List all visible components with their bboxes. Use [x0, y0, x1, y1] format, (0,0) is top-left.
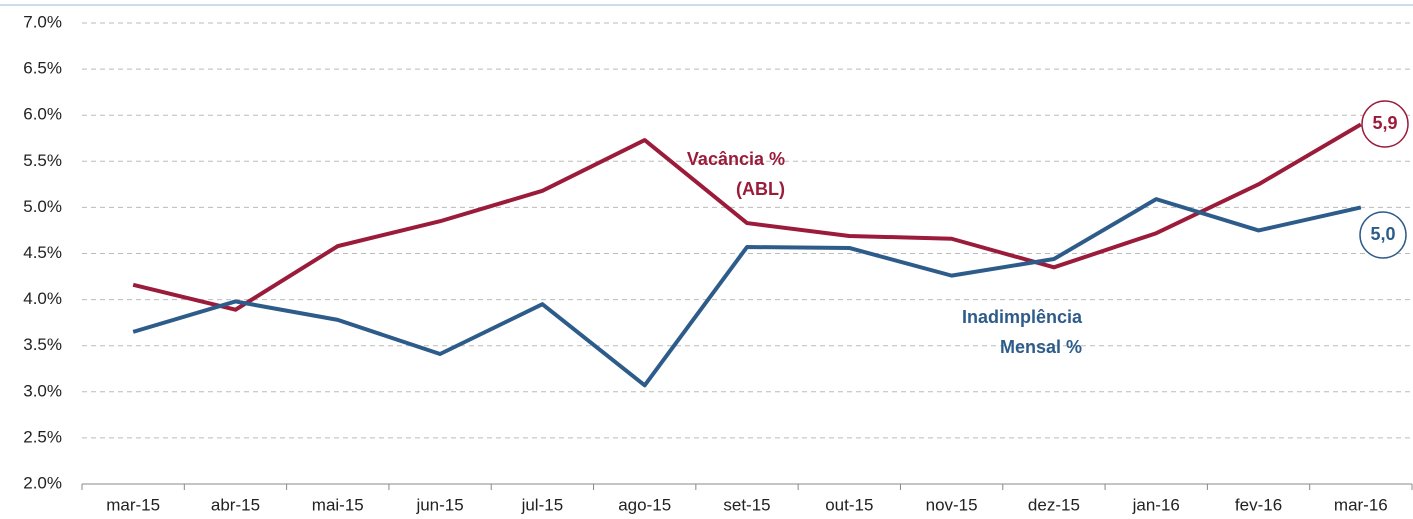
x-tick-label: mar-16 — [1334, 495, 1388, 514]
end-label: 5,0 — [1370, 224, 1395, 244]
y-tick-label: 3.5% — [23, 335, 62, 354]
x-tick-label: jun-15 — [415, 495, 463, 514]
y-tick-label: 2.0% — [23, 473, 62, 492]
y-tick-label: 5.5% — [23, 151, 62, 170]
end-label-circle — [1361, 100, 1409, 148]
y-tick-label: 4.5% — [23, 243, 62, 262]
x-tick-label: out-15 — [825, 495, 873, 514]
x-tick-label: mai-15 — [312, 495, 364, 514]
y-tick-label: 2.5% — [23, 427, 62, 446]
x-tick-label: dez-15 — [1028, 495, 1080, 514]
y-tick-label: 6.5% — [23, 59, 62, 78]
x-tick-label: nov-15 — [926, 495, 978, 514]
x-tick-label: jul-15 — [521, 495, 564, 514]
series-line — [132, 122, 1362, 312]
x-tick-label: abr-15 — [211, 495, 260, 514]
x-tick-label: set-15 — [723, 495, 770, 514]
x-tick-label: mar-15 — [106, 495, 160, 514]
end-label-circle — [1359, 211, 1407, 259]
x-tick-label: ago-15 — [618, 495, 671, 514]
y-tick-label: 3.0% — [23, 381, 62, 400]
y-tick-label: 5.0% — [23, 197, 62, 216]
end-label: 5,9 — [1372, 113, 1397, 133]
series-line — [132, 197, 1362, 388]
series-label: Inadimplência Mensal % — [962, 307, 1083, 357]
x-tick-label: jan-16 — [1132, 495, 1180, 514]
y-tick-label: 7.0% — [23, 12, 62, 31]
x-tick-label: fev-16 — [1235, 495, 1282, 514]
y-tick-label: 4.0% — [23, 289, 62, 308]
series-label: Vacância % (ABL) — [687, 149, 785, 199]
y-tick-label: 6.0% — [23, 105, 62, 124]
